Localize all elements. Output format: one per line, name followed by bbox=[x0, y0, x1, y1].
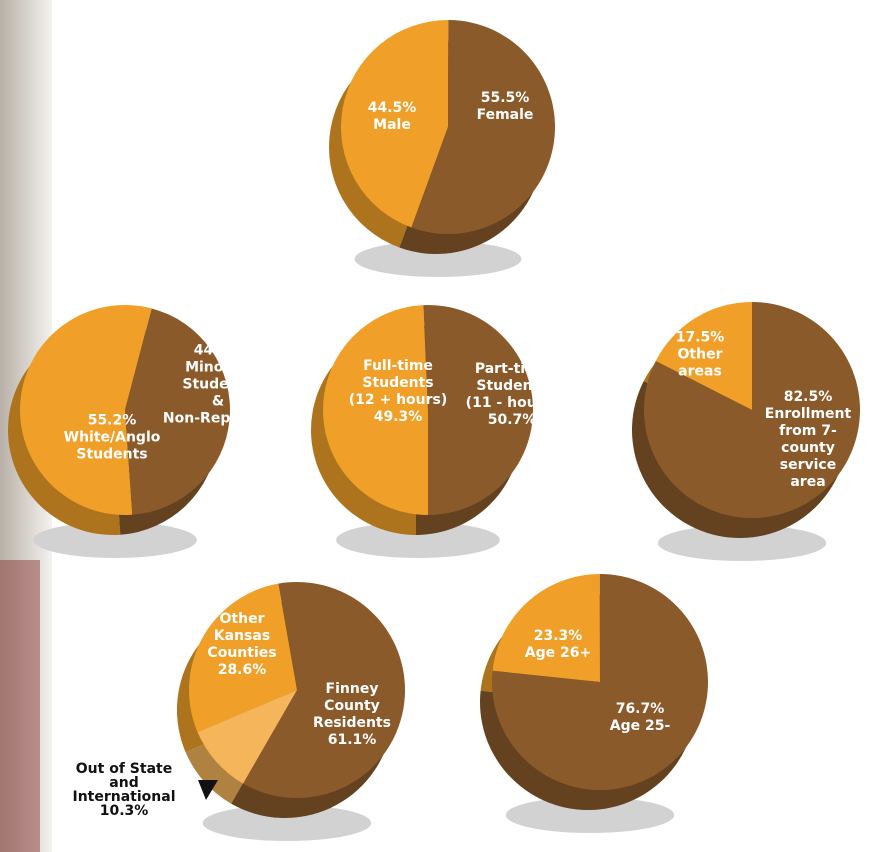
slice-category: Part-time Students (11 - hours) bbox=[465, 361, 559, 411]
pie-shadow bbox=[657, 525, 827, 561]
slice-value: 61.1% bbox=[327, 732, 377, 748]
slice-category: Other areas bbox=[677, 346, 723, 380]
pie-slice bbox=[492, 574, 709, 790]
slice-category: Full-time Students (12 + hours) bbox=[348, 358, 448, 408]
pie-shadow bbox=[505, 797, 675, 833]
pie-slice bbox=[125, 308, 230, 515]
pie-slice bbox=[322, 305, 428, 516]
pie-slice bbox=[243, 582, 405, 798]
slice-category: Out of State and International bbox=[72, 761, 176, 805]
pie-shadow bbox=[202, 805, 372, 841]
slice-label: 44.8% Minority Students & Non-Reported bbox=[163, 343, 273, 428]
slice-category: Age 26+ bbox=[524, 645, 592, 661]
slice-label: 76.7% Age 25- bbox=[610, 701, 671, 735]
slice-value: 82.5% bbox=[783, 389, 833, 405]
slice-label: 44.5% Male bbox=[368, 100, 417, 134]
slice-category: Age 25- bbox=[609, 718, 671, 734]
slice-label: 23.3% Age 26+ bbox=[525, 628, 591, 662]
slice-label: Finney County Residents 61.1% bbox=[313, 681, 391, 749]
slice-value: 23.3% bbox=[533, 628, 583, 644]
pie-slice bbox=[655, 302, 752, 410]
pie-shadow bbox=[33, 522, 197, 558]
pie-slice bbox=[197, 690, 297, 784]
slice-value: 55.2% bbox=[87, 412, 137, 429]
pie-slice bbox=[492, 574, 600, 682]
slice-category: Other Kansas Counties bbox=[207, 611, 277, 661]
background-photo bbox=[0, 560, 40, 852]
slice-value: 55.5% bbox=[480, 90, 530, 106]
slice-label: Part-time Students (11 - hours) 50.7% bbox=[466, 361, 559, 429]
slice-label: 55.5% Female bbox=[477, 90, 534, 124]
slice-value: 50.7% bbox=[487, 412, 537, 428]
slice-value: 17.5% bbox=[675, 329, 725, 346]
pie-shadow bbox=[354, 241, 522, 277]
slice-label: 82.5% Enrollment from 7- county service a… bbox=[765, 389, 851, 491]
pointer-arrow bbox=[198, 780, 218, 800]
pie-slice bbox=[423, 305, 533, 515]
pie-slice bbox=[411, 20, 556, 235]
slice-label: 55.2% White/Anglo Students bbox=[64, 413, 161, 464]
pie-slice bbox=[341, 20, 449, 228]
slice-label: 17.5% Other areas bbox=[676, 330, 725, 381]
slice-label: Full-time Students (12 + hours) 49.3% bbox=[349, 358, 448, 426]
pie-slice bbox=[643, 302, 861, 518]
slice-category: Minority Students & Non-Reported bbox=[162, 359, 274, 427]
slice-value: 49.3% bbox=[373, 409, 423, 425]
slice-category: Finney County Residents bbox=[313, 681, 391, 731]
slice-category: Female bbox=[476, 107, 534, 123]
slice-value: 76.7% bbox=[615, 701, 665, 717]
slice-category: Enrollment from 7- county service area bbox=[764, 406, 852, 490]
pie-shadow bbox=[336, 522, 500, 558]
pie-slice bbox=[188, 583, 297, 733]
slice-value: 28.6% bbox=[217, 662, 267, 678]
slice-value: 44.8% bbox=[193, 342, 243, 359]
slice-category: Male bbox=[373, 117, 411, 133]
slice-value: 44.5% bbox=[367, 100, 417, 116]
pie-slice bbox=[19, 305, 152, 515]
slice-category: White/Anglo Students bbox=[63, 429, 161, 463]
slice-value: 10.3% bbox=[99, 803, 149, 819]
slice-label: Other Kansas Counties 28.6% bbox=[207, 611, 276, 679]
slice-label: Out of State and International 10.3% bbox=[72, 762, 175, 818]
